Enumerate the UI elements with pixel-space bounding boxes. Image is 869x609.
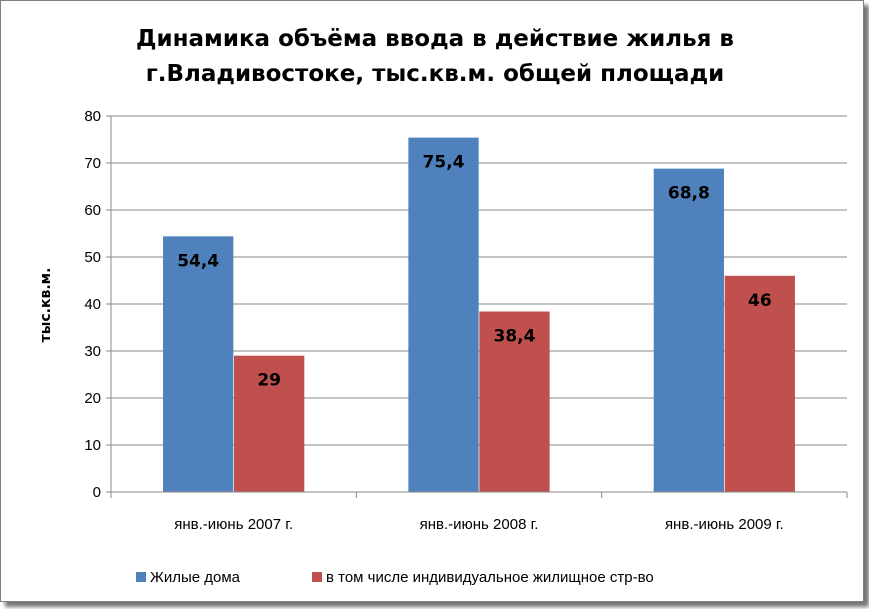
data-label: 29: [257, 371, 281, 391]
bars: [163, 137, 795, 492]
y-axis-ticks: 0 10 20 30 40 50 60 70 80: [84, 108, 101, 501]
bar: [408, 137, 479, 492]
y-tick-label: 20: [84, 390, 101, 407]
bar: [724, 275, 795, 492]
axes: [106, 115, 848, 498]
legend: Жилые дома в том числе индивидуальное жил…: [136, 569, 654, 586]
data-label: 68,8: [668, 184, 710, 204]
legend-swatch: [136, 572, 146, 582]
legend-entry: Жилые дома: [150, 569, 241, 586]
chart-title: Динамика объёма ввода в действие жилья в…: [136, 26, 734, 87]
y-tick-label: 70: [84, 155, 101, 172]
chart-title-line-2: г.Владивостоке, тыс.кв.м. общей площади: [146, 61, 725, 87]
y-tick-label: 60: [84, 202, 101, 219]
bar: [163, 236, 234, 492]
chart-title-line-1: Динамика объёма ввода в действие жилья в: [136, 26, 734, 52]
data-labels: 54,4 29 75,4 38,4 68,8 46: [177, 153, 771, 391]
data-label: 54,4: [177, 251, 219, 271]
y-tick-label: 10: [84, 437, 101, 454]
x-axis-categories: янв.-июнь 2007 г. янв.-июнь 2008 г. янв.-и…: [174, 516, 783, 533]
bar: [234, 355, 305, 492]
x-category-label: янв.-июнь 2008 г.: [420, 516, 539, 533]
y-axis-label: тыс.кв.м.: [38, 268, 54, 343]
y-tick-label: 0: [93, 484, 101, 501]
data-label: 46: [748, 291, 772, 311]
legend-swatch: [312, 572, 322, 582]
bar-chart: Динамика объёма ввода в действие жилья в…: [38, 26, 848, 586]
x-category-label: янв.-июнь 2009 г.: [665, 516, 784, 533]
y-tick-label: 30: [84, 343, 101, 360]
y-tick-label: 80: [84, 108, 101, 125]
gridlines: [111, 115, 847, 446]
data-label: 75,4: [423, 153, 465, 173]
data-label: 38,4: [494, 327, 536, 347]
x-category-label: янв.-июнь 2007 г.: [174, 516, 293, 533]
y-tick-label: 40: [84, 296, 101, 313]
bar: [479, 311, 550, 492]
legend-entry: в том числе индивидуальное жилищное стр-…: [326, 569, 654, 586]
y-tick-label: 50: [84, 249, 101, 266]
bar: [653, 168, 724, 492]
